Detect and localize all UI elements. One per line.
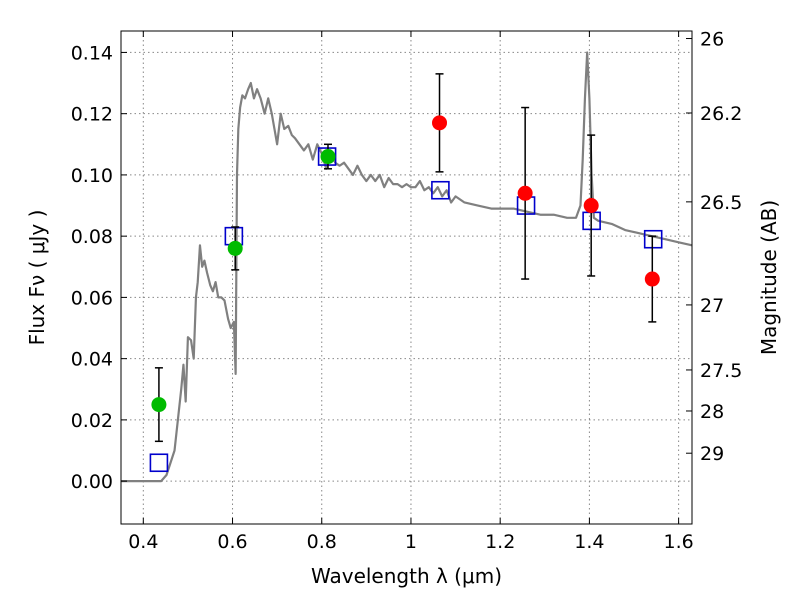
mag-tick-label: 27.5 — [700, 360, 742, 382]
y-tick-label: 0.00 — [71, 471, 113, 493]
axis-ticks: 0.4 0.6 0.8 1 1.2 1.4 1.6 0.00 0.02 0.04 0.06 0.08 0… — [71, 29, 743, 553]
x-tick-label: 1.4 — [574, 531, 604, 553]
mag-tick-label: 26.5 — [700, 192, 742, 214]
x-tick-label: 0.6 — [217, 531, 247, 553]
x-tick-label: 0.4 — [128, 531, 158, 553]
series-layer — [121, 51, 693, 483]
nir-photometry-point — [517, 185, 533, 201]
x-axis-label: Wavelength λ (μm) — [311, 564, 502, 588]
nir-photometry-point — [432, 115, 448, 131]
y-tick-label: 0.06 — [71, 287, 113, 309]
optical-photometry-point — [151, 397, 167, 413]
y-tick-label: 0.14 — [71, 42, 113, 64]
y-tick-label: 0.08 — [71, 226, 113, 248]
mag-tick-label: 26 — [700, 29, 724, 51]
optical-photometry-point — [227, 240, 243, 256]
x-tick-label: 1 — [405, 531, 417, 553]
mag-tick-label: 26.2 — [700, 103, 742, 125]
plot-frame — [120, 30, 693, 525]
x-tick-label: 0.8 — [307, 531, 337, 553]
model-flux-square — [149, 453, 169, 473]
y-axis-label: Flux Fν ( μJy ) — [25, 210, 49, 346]
y-tick-label: 0.04 — [71, 349, 113, 371]
nir-photometry-point — [583, 198, 599, 214]
y-tick-label: 0.10 — [71, 165, 113, 187]
mag-tick-label: 29 — [700, 443, 724, 465]
grid — [121, 31, 692, 524]
y2-axis-label: Magnitude (AB) — [757, 200, 781, 355]
model-flux-square — [431, 180, 450, 200]
x-tick-label: 1.2 — [485, 531, 515, 553]
mag-tick-label: 28 — [700, 401, 724, 423]
y-tick-label: 0.02 — [71, 410, 113, 432]
x-tick-label: 1.6 — [664, 531, 694, 553]
nir-photometry-point — [644, 271, 660, 287]
optical-photometry-point — [320, 149, 336, 165]
model-flux-square — [317, 147, 337, 166]
model-flux-square — [643, 229, 663, 249]
mag-tick-label: 27 — [700, 295, 724, 317]
y-tick-label: 0.12 — [71, 104, 113, 126]
